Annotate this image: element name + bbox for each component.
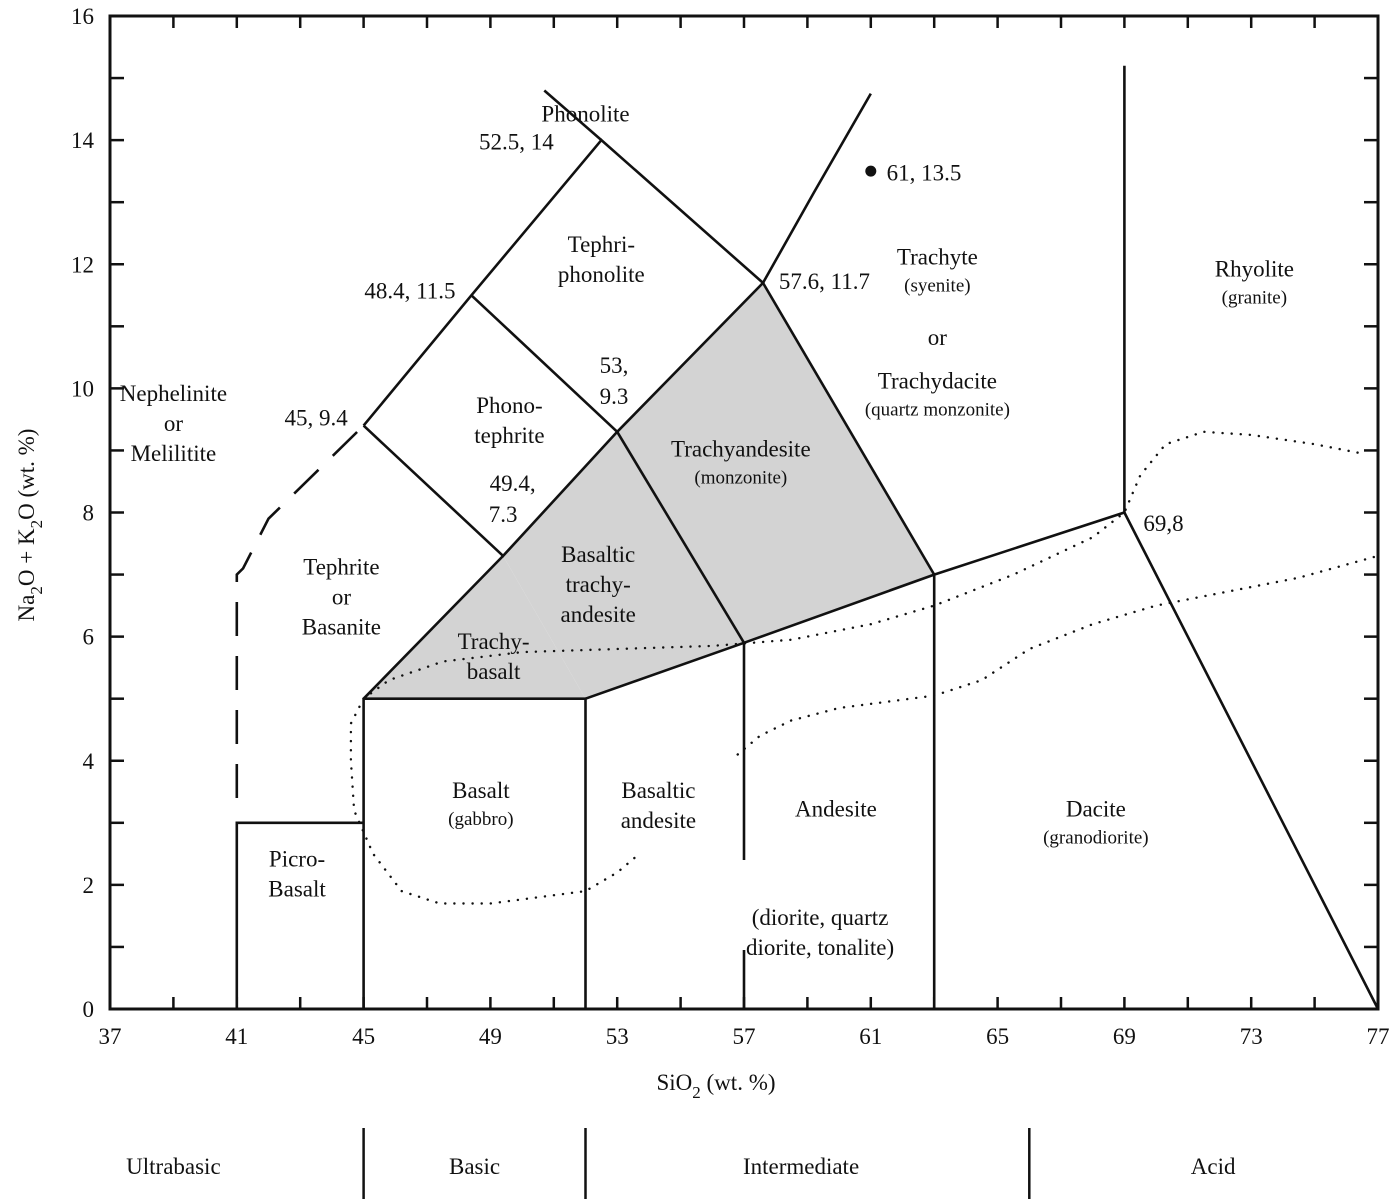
field-label: basalt	[467, 659, 521, 684]
point-coordinate-label: 61, 13.5	[887, 160, 962, 185]
axis-titles: SiO2 (wt. %) Na2O + K2O (wt. %)	[14, 429, 776, 1102]
field-label: andesite	[621, 808, 696, 833]
x-tick-label: 73	[1240, 1024, 1263, 1049]
field-label: Trachyandesite	[671, 437, 811, 462]
shaded-field-0	[363, 555, 586, 699]
silica-class-label: Basic	[449, 1154, 500, 1179]
field-label: trachy-	[566, 572, 631, 597]
boundary-line-13	[235, 821, 364, 1009]
y-tick-label: 6	[83, 625, 95, 650]
x-axis-title: SiO2 (wt. %)	[656, 1070, 775, 1102]
point-coordinate-label: 52.5, 14	[479, 129, 554, 154]
x-tick-label: 45	[352, 1024, 375, 1049]
y-tick-label: 16	[71, 4, 94, 29]
field-label: Basalt	[268, 876, 326, 901]
field-boundaries	[235, 65, 1380, 1010]
y-tick-label: 0	[83, 997, 95, 1022]
field-sublabel: (gabbro)	[448, 809, 513, 830]
dotted-curve-1	[362, 430, 1364, 700]
x-tick-label: 49	[479, 1024, 502, 1049]
x-tick-label: 77	[1367, 1024, 1390, 1049]
y-tick-label: 12	[71, 252, 94, 277]
field-label: phonolite	[558, 262, 645, 287]
x-tick-label: 37	[99, 1024, 122, 1049]
dotted-curves	[349, 430, 1380, 905]
field-label: Picro-	[269, 846, 325, 871]
shaded-fields	[363, 282, 935, 699]
point-coordinate-label: 57.6, 11.7	[779, 269, 870, 294]
field-label: diorite, tonalite)	[746, 935, 894, 960]
field-label: Trachy-	[458, 629, 530, 654]
field-label: tephrite	[474, 423, 544, 448]
boundary-line-3	[761, 92, 872, 284]
field-label: Nephelinite	[120, 381, 227, 406]
field-sublabel: (monzonite)	[694, 468, 787, 489]
boundary-line-11	[616, 431, 746, 644]
y-tick-label: 4	[83, 749, 95, 774]
x-tick-label: 69	[1113, 1024, 1136, 1049]
y-tick-label: 10	[71, 376, 94, 401]
field-label: Tephrite	[303, 555, 379, 580]
field-label: Trachydacite	[878, 368, 997, 393]
field-label: or	[928, 325, 948, 350]
dashed-boundary	[235, 424, 365, 798]
silica-class-label: Ultrabasic	[126, 1154, 221, 1179]
field-label: Melilitite	[131, 441, 217, 466]
y-axis-title: Na2O + K2O (wt. %)	[14, 429, 46, 622]
shaded-field-1	[503, 431, 744, 699]
boundary-line-1	[470, 294, 619, 433]
field-label: or	[332, 585, 352, 610]
x-tick-label: 41	[225, 1024, 248, 1049]
field-sublabel: (granite)	[1222, 288, 1287, 309]
field-label: (diorite, quartz	[752, 905, 889, 930]
boundary-line-2	[543, 89, 603, 142]
field-label: Trachyte	[897, 244, 978, 269]
point-coordinate-label: 49.4,	[490, 471, 536, 496]
field-labels: Phonolite Tephri-phonolite Phono-tephrite N…	[120, 102, 1294, 961]
field-label: andesite	[561, 602, 636, 627]
field-label: Phono-	[476, 393, 542, 418]
y-tick-label: 8	[83, 501, 95, 526]
point-coordinate-label: 7.3	[489, 502, 518, 527]
field-label: Basaltic	[621, 778, 695, 803]
field-label: Basalt	[452, 778, 510, 803]
y-tick-label: 2	[83, 873, 95, 898]
field-sublabel: (granodiorite)	[1043, 828, 1149, 849]
point-coordinate-label: 45, 9.4	[285, 406, 349, 431]
silica-classes: Ultrabasic Basic Intermediate Acid	[126, 1128, 1236, 1199]
field-sublabel: (quartz monzonite)	[865, 399, 1010, 420]
x-tick-label: 53	[606, 1024, 629, 1049]
silica-class-label: Intermediate	[743, 1154, 859, 1179]
field-label: Andesite	[795, 797, 877, 822]
point-coordinate-label: 9.3	[600, 384, 629, 409]
field-label: Rhyolite	[1215, 257, 1294, 282]
silica-class-label: Acid	[1191, 1154, 1236, 1179]
field-label: Basanite	[302, 615, 381, 640]
boundary-line-12	[761, 282, 936, 576]
point-coordinate-label: 69,8	[1143, 511, 1183, 536]
dotted-curve-2	[736, 554, 1380, 756]
field-label: Phonolite	[541, 102, 629, 127]
point-coordinate-label: 48.4, 11.5	[364, 278, 455, 303]
field-sublabel: (syenite)	[904, 275, 970, 296]
axis-ticks: 37 41 45 49 53 57 61 65 69 73 77 0 2 4 6 8 10 12 14 16	[71, 4, 1390, 1049]
shaded-field-2	[617, 282, 935, 643]
field-label: Tephri-	[568, 232, 635, 257]
field-label: or	[164, 411, 184, 436]
x-tick-label: 65	[986, 1024, 1009, 1049]
x-tick-label: 57	[733, 1024, 756, 1049]
y-tick-label: 14	[71, 128, 95, 153]
point-coordinate-label: 53,	[600, 353, 629, 378]
boundary-line-5	[363, 697, 587, 1009]
dashed-boundary-line	[235, 424, 365, 798]
marked-point	[865, 165, 877, 177]
x-tick-label: 61	[859, 1024, 882, 1049]
field-label: Basaltic	[561, 542, 635, 567]
point-labels: 52.5, 14 48.4, 11.5 45, 9.4 53, 9.3 49.4, 7.3 5…	[285, 129, 1184, 536]
field-label: Dacite	[1066, 797, 1126, 822]
